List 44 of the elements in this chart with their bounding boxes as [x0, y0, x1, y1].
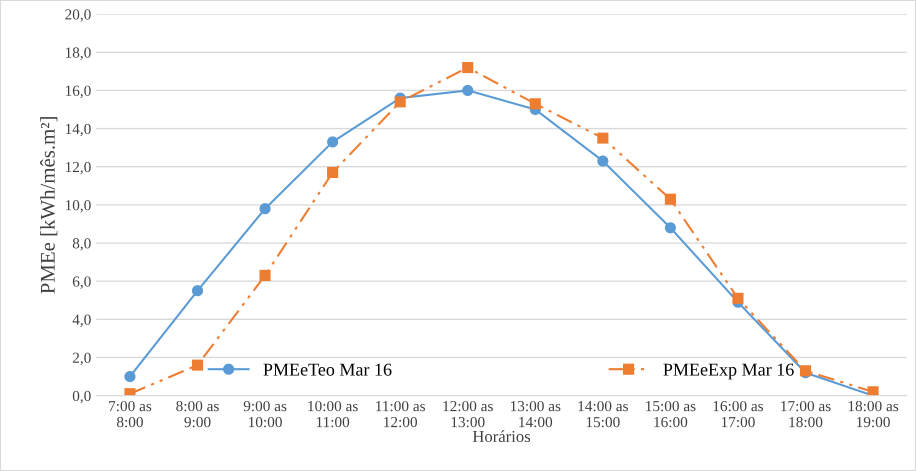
y-tick-label: 8,0: [72, 238, 91, 251]
point: [462, 62, 474, 74]
y-tick-label: 20,0: [65, 9, 91, 22]
point: [192, 285, 204, 296]
x-tick-label: 8:00 as 9:00: [176, 400, 219, 428]
y-tick-label: 10,0: [66, 200, 91, 213]
point: [394, 96, 406, 108]
point: [530, 98, 541, 110]
point: [664, 194, 676, 205]
x-axis-title: Horários: [472, 430, 530, 442]
x-tick-label: 18:00 as 19:00: [848, 400, 898, 428]
x-tick-label: 9:00 as 10:00: [244, 400, 286, 428]
x-tick-label: 17:00 as 18:00: [781, 400, 831, 428]
y-tick-label: 18,0: [66, 47, 91, 60]
point: [462, 84, 474, 96]
x-tick-label: 13:00 as 14:00: [510, 400, 560, 428]
y-tick-label: 4,0: [72, 314, 91, 327]
point: [327, 136, 338, 148]
legend-label: PMEeTeo Mar 16: [263, 364, 392, 376]
point: [732, 292, 744, 304]
x-tick-label: 15:00 as 16:00: [646, 400, 696, 428]
point: [260, 203, 271, 214]
point: [327, 166, 338, 178]
y-axis-title: PMEe [kWh/mês.m²]: [40, 117, 58, 294]
x-tick-label: 14:00 as 15:00: [578, 400, 628, 428]
point: [192, 360, 204, 371]
point: [664, 222, 676, 234]
point: [868, 386, 879, 396]
y-tick-label: 14,0: [66, 124, 91, 136]
y-tick-label: 16,0: [66, 86, 91, 98]
y-tick-label: 6,0: [72, 276, 91, 289]
x-tick-label: 12:00 as 13:00: [443, 400, 493, 428]
y-tick-label: 12,0: [66, 162, 91, 174]
point: [260, 270, 271, 282]
y-tick-label: 0,0: [72, 390, 91, 404]
x-tick-label: 11:00 as 12:00: [376, 400, 426, 428]
legend-label: PMEeExp Mar 16: [663, 364, 794, 380]
point: [597, 132, 608, 144]
x-tick-label: 16:00 as 17:00: [714, 400, 764, 428]
x-tick-label: 10:00 as 11:00: [308, 400, 358, 428]
y-tick-label: 2,0: [72, 352, 91, 366]
point: [124, 371, 136, 382]
point: [597, 155, 608, 167]
x-tick-label: 7:00 as 8:00: [109, 400, 152, 428]
